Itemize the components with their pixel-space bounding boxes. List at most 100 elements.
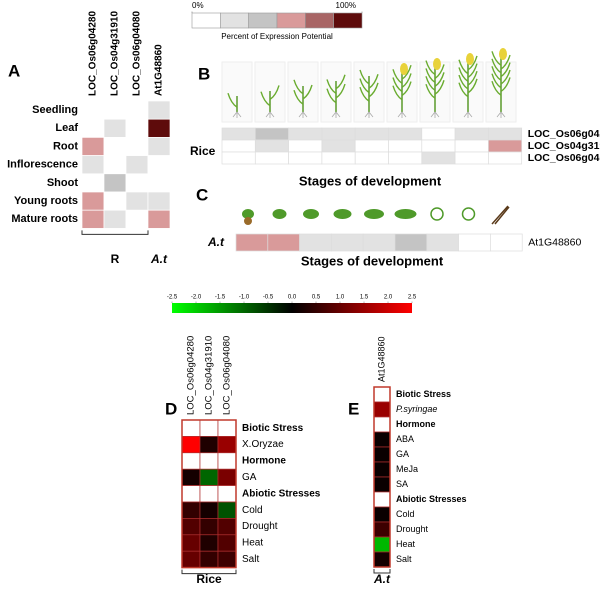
empty-cell [373, 416, 391, 433]
seedling-leaves [303, 209, 319, 219]
heat-cell [454, 127, 489, 141]
x-axis-label: Stages of development [299, 173, 442, 188]
row-group-label: A.t [207, 235, 225, 249]
heat-cell [125, 209, 149, 229]
heat-cell [125, 191, 149, 211]
stage-icon [425, 58, 445, 118]
leaf [401, 81, 412, 97]
leaf [434, 64, 445, 80]
leaf [326, 88, 337, 104]
row-label: Biotic Stress [242, 423, 304, 434]
empty-cell [181, 419, 201, 437]
heat-cell [125, 173, 149, 193]
row-label: P.syringae [396, 404, 437, 414]
heat-cell [217, 436, 237, 454]
stage-icon [227, 92, 242, 118]
row-label: X.Oryzae [242, 439, 284, 450]
heat-cell [103, 118, 127, 138]
row-label: Heat [242, 538, 263, 549]
leaf [467, 55, 478, 71]
scale-tick-label: -1.5 [215, 295, 226, 301]
heat-cell [288, 139, 323, 153]
empty-cell [199, 452, 219, 470]
heat-cell [267, 233, 300, 252]
empty-cell [217, 452, 237, 470]
leaf [227, 92, 238, 108]
heat-cell [299, 233, 332, 252]
panel-letter: D [165, 399, 177, 418]
heat-cell [426, 233, 459, 252]
seed [244, 217, 252, 225]
empty-cell [373, 491, 391, 508]
heat-cell [125, 100, 149, 120]
leaf [467, 78, 478, 94]
heat-cell [81, 137, 105, 156]
heat-cell [81, 100, 105, 120]
heat-cell [254, 127, 289, 141]
empty-cell [217, 419, 237, 437]
leaf [269, 85, 280, 100]
heat-cell [103, 191, 127, 211]
heat-cell [103, 173, 127, 193]
group-label: A.t [150, 252, 168, 266]
leaf [500, 77, 511, 93]
scale-tick-label: 0% [192, 1, 204, 10]
heat-cell [199, 501, 219, 519]
row-label: Abiotic Stresses [242, 488, 321, 499]
heat-cell [103, 100, 127, 120]
heat-cell [217, 534, 237, 552]
leaf [302, 84, 313, 100]
group-bracket [81, 230, 149, 235]
heat-cell [81, 155, 105, 175]
row-label: Hormone [242, 456, 286, 467]
seedling-leaves [272, 209, 287, 219]
roots [298, 111, 308, 118]
seedling-leaves [364, 209, 384, 219]
leaf [326, 79, 337, 94]
heat-cell [103, 209, 127, 229]
heat-cell [181, 534, 201, 552]
heat-cell [181, 468, 201, 486]
heat-cell [373, 401, 391, 418]
heat-cell [373, 446, 391, 463]
heat-cell [103, 137, 127, 156]
heat-cell [147, 173, 171, 193]
leaf [335, 74, 346, 90]
roots [265, 111, 275, 118]
leaf [458, 59, 469, 75]
heat-cell [221, 127, 256, 141]
heat-cell [221, 151, 256, 165]
heat-cell [199, 518, 219, 536]
panel-letter: C [196, 185, 208, 204]
leaf [368, 74, 379, 89]
heat-cell [254, 139, 289, 153]
stage-icon [359, 69, 379, 118]
heat-cell [354, 127, 389, 141]
heat-cell [373, 536, 391, 553]
stage-icon [491, 48, 511, 118]
leaf [425, 60, 436, 76]
heat-cell [221, 139, 256, 153]
row-group-label: Rice [190, 144, 216, 158]
heat-cell [373, 461, 391, 478]
stage-icon [260, 85, 280, 118]
heat-cell [81, 173, 105, 193]
heat-cell [217, 468, 237, 486]
leaf [359, 86, 370, 102]
heat-cell [490, 233, 523, 252]
scale-tick-label: 0.0 [288, 295, 297, 301]
leaf [425, 68, 436, 84]
seedling-leaves [333, 209, 352, 219]
heat-cell [321, 151, 356, 165]
leaf [458, 82, 469, 98]
scale-tick-label: -2.0 [191, 295, 202, 301]
empty-cell [217, 485, 237, 503]
seedling-leaves [242, 209, 254, 219]
roots [364, 111, 374, 118]
heatmap-outline [181, 419, 237, 569]
leaf [359, 78, 370, 94]
heat-cell [421, 127, 456, 141]
leaf [401, 64, 412, 80]
scale-block [276, 12, 306, 29]
leaf [425, 83, 436, 99]
